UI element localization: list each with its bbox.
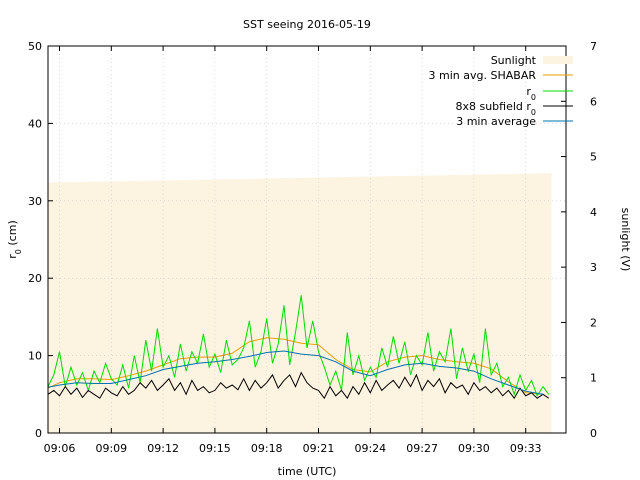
y2-tick-label: 1 bbox=[590, 372, 597, 385]
x-tick-label: 09:24 bbox=[354, 442, 386, 455]
y-axis-label-unit: (cm) bbox=[6, 220, 19, 249]
y-axis-label-main: r bbox=[6, 254, 19, 259]
series-line-r0 bbox=[47, 295, 550, 397]
x-tick-label: 09:33 bbox=[510, 442, 542, 455]
y2-tick-label: 5 bbox=[590, 151, 597, 164]
legend-label-3-min-average: 3 min average bbox=[456, 115, 536, 128]
y-axis-label-subscript: 0 bbox=[14, 249, 23, 254]
y2-tick-label: 7 bbox=[590, 40, 597, 53]
legend-label-sunlight: Sunlight bbox=[491, 54, 537, 67]
x-axis-label: time (UTC) bbox=[278, 465, 337, 478]
y-tick-label: 40 bbox=[28, 117, 42, 130]
series-line-3-min-average bbox=[47, 350, 544, 395]
y-tick-label: 30 bbox=[28, 195, 42, 208]
x-tick-label: 09:15 bbox=[199, 442, 231, 455]
legend-swatch-sunlight bbox=[543, 56, 573, 64]
y2-tick-label: 2 bbox=[590, 316, 597, 329]
legend-label-8x8-subfield-r0: 8x8 subfield r0 bbox=[455, 100, 536, 117]
x-tick-label: 09:06 bbox=[44, 442, 76, 455]
y2-tick-label: 3 bbox=[590, 261, 597, 274]
legend-label-3-min-avg-shabar: 3 min avg. SHABAR bbox=[429, 69, 537, 82]
y-tick-label: 50 bbox=[28, 40, 42, 53]
y-tick-label: 0 bbox=[35, 427, 42, 440]
legend-label-r0: r0 bbox=[526, 85, 536, 102]
y2-tick-label: 6 bbox=[590, 95, 597, 108]
series-line-8x8-subfield-r0 bbox=[47, 371, 549, 400]
x-tick-label: 09:21 bbox=[303, 442, 335, 455]
x-tick-label: 09:27 bbox=[406, 442, 438, 455]
y2-tick-label: 0 bbox=[590, 427, 597, 440]
chart-title: SST seeing 2016-05-19 bbox=[243, 18, 371, 31]
x-tick-label: 09:09 bbox=[95, 442, 127, 455]
plot-frame bbox=[47, 45, 567, 434]
x-tick-label: 09:18 bbox=[251, 442, 283, 455]
x-tick-label: 09:30 bbox=[458, 442, 490, 455]
y2-axis-label: sunlight (V) bbox=[619, 208, 632, 272]
y-tick-label: 20 bbox=[28, 272, 42, 285]
y-axis-label: r0 (cm) bbox=[6, 220, 23, 258]
y-tick-label: 10 bbox=[28, 350, 42, 363]
y2-tick-label: 4 bbox=[590, 206, 597, 219]
x-tick-label: 09:12 bbox=[147, 442, 179, 455]
